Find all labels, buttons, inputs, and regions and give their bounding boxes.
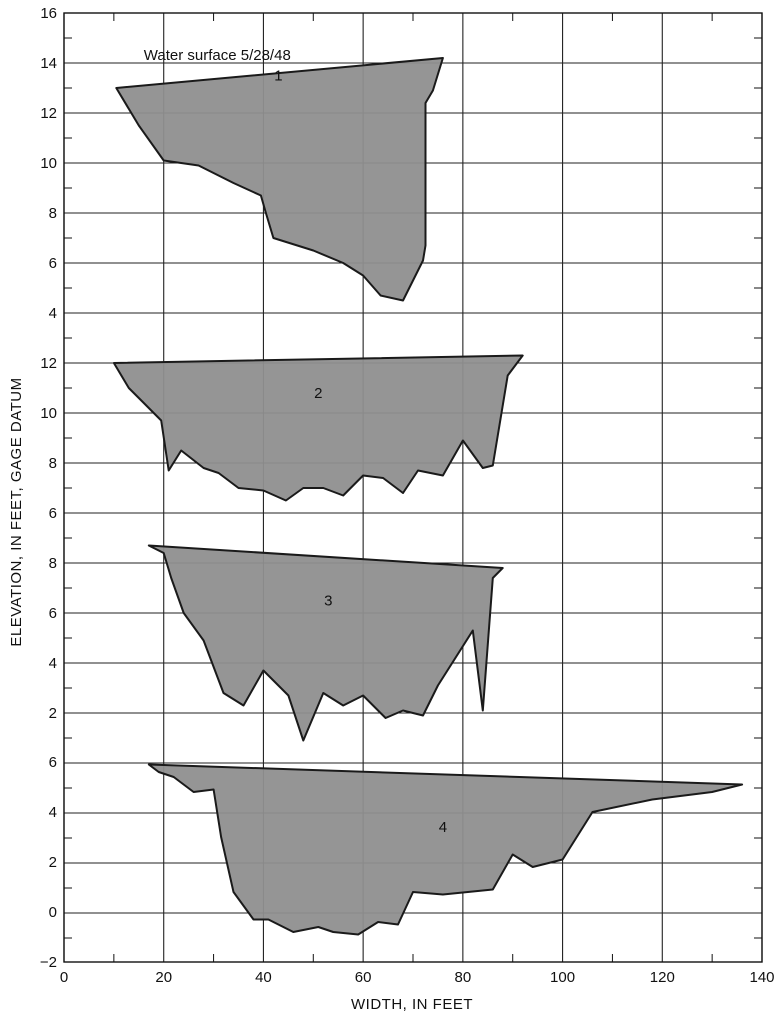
x-tick-label: 60 (355, 969, 372, 986)
x-axis-label: WIDTH, IN FEET (351, 996, 473, 1013)
cross-section-4 (147, 763, 744, 936)
y-tick-label: 4 (49, 655, 57, 672)
y-axis-label: ELEVATION, IN FEET, GAGE DATUM (8, 377, 25, 646)
y-tick-label: 8 (49, 205, 57, 222)
y-tick-label: 6 (49, 255, 57, 272)
y-tick-label: 6 (49, 754, 57, 771)
x-tick-label: 100 (550, 969, 575, 986)
x-tick-label: 120 (650, 969, 675, 986)
y-tick-label: 8 (49, 555, 57, 572)
x-tick-label: 20 (155, 969, 172, 986)
y-tick-label: 10 (40, 405, 57, 422)
cross-section-1 (115, 57, 444, 302)
y-tick-label: 10 (40, 155, 57, 172)
y-tick-label: 4 (49, 305, 57, 322)
y-tick-label: 0 (49, 904, 57, 921)
y-tick-label: 12 (40, 355, 57, 372)
plot-frame (63, 12, 763, 963)
y-tick-label: 6 (49, 605, 57, 622)
tick-labels: 0 20 40 60 80 100 120 140468101214166810122468−… (40, 5, 775, 986)
y-tick-label: 16 (40, 5, 57, 22)
x-tick-label: 140 (749, 969, 774, 986)
x-tick-label: 0 (60, 969, 68, 986)
x-tick-label: 40 (255, 969, 272, 986)
section-label-4: 4 (439, 819, 447, 836)
section-label-1: 1 (274, 68, 282, 85)
section-label-2: 2 (314, 385, 322, 402)
y-tick-label: 2 (49, 854, 57, 871)
y-tick-label: 6 (49, 505, 57, 522)
y-tick-label: 2 (49, 705, 57, 722)
cross-section-3 (147, 544, 504, 742)
y-tick-label: 12 (40, 105, 57, 122)
x-tick-label: 80 (455, 969, 472, 986)
cross-section-2 (112, 354, 524, 502)
y-tick-label: 4 (49, 804, 57, 821)
water-surface-annotation: Water surface 5/28/48 (144, 47, 291, 64)
y-tick-label: 8 (49, 455, 57, 472)
y-tick-label: 14 (40, 55, 57, 72)
section-label-3: 3 (324, 593, 332, 610)
cross-section-areas: 1 2 3 4 (112, 57, 744, 936)
y-tick-label: −2 (40, 954, 57, 971)
